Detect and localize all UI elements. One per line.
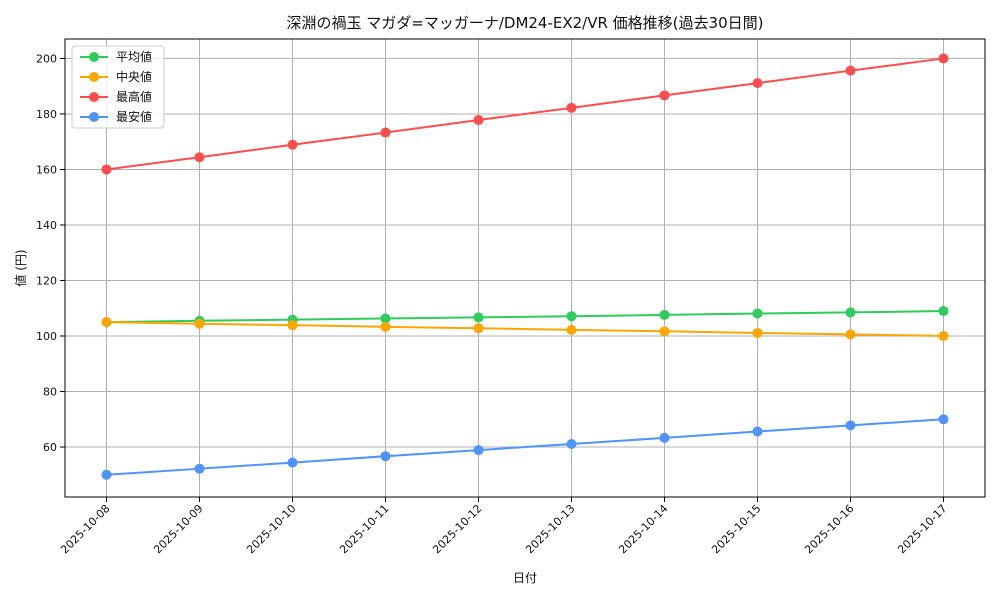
series-line <box>106 310 944 324</box>
data-point <box>752 327 763 338</box>
data-point <box>287 320 298 331</box>
data-point <box>101 317 112 328</box>
x-tick-label: 2025-10-15 <box>709 502 763 556</box>
data-point <box>101 164 112 175</box>
y-tick-label: 180 <box>36 108 57 121</box>
data-point <box>194 152 205 163</box>
data-point <box>752 308 763 319</box>
series-line <box>106 57 944 171</box>
legend-label: 平均値 <box>116 49 152 64</box>
data-point <box>380 451 391 462</box>
legend-swatch-marker <box>89 112 99 122</box>
x-tick-label: 2025-10-08 <box>58 502 112 556</box>
data-point <box>659 90 670 101</box>
legend-label: 中央値 <box>116 69 152 84</box>
legend-label: 最安値 <box>116 109 152 124</box>
data-point <box>752 78 763 89</box>
data-point <box>659 326 670 337</box>
data-point <box>566 438 577 449</box>
legend-box <box>71 45 165 129</box>
data-point <box>566 324 577 335</box>
x-tick-label: 2025-10-14 <box>616 502 670 556</box>
data-point <box>473 445 484 456</box>
y-axis-label: 値 (円) <box>13 249 28 286</box>
grid <box>65 39 985 497</box>
data-point <box>473 115 484 126</box>
data-point <box>845 65 856 76</box>
legend-item: 最安値 <box>80 109 152 124</box>
data-point <box>845 307 856 318</box>
data-point <box>194 463 205 474</box>
legend-item: 中央値 <box>80 69 152 84</box>
x-tick-label: 2025-10-10 <box>244 502 298 556</box>
legend-swatch-marker <box>89 92 99 102</box>
y-tick-label: 120 <box>36 274 57 287</box>
data-point <box>566 311 577 322</box>
data-point <box>287 139 298 150</box>
y-tick-label: 140 <box>36 219 57 232</box>
chart-title: 深淵の禍玉 マガダ=マッガーナ/DM24-EX2/VR 価格推移(過去30日間) <box>287 14 764 32</box>
data-point <box>380 313 391 324</box>
legend-item: 最高値 <box>80 89 152 104</box>
data-point <box>938 414 949 425</box>
series-中央値 <box>101 317 949 342</box>
legend-swatch-marker <box>89 52 99 62</box>
x-tick-label: 2025-10-17 <box>895 502 949 556</box>
legend-label: 最高値 <box>116 89 152 104</box>
series-line <box>106 321 944 338</box>
data-point <box>380 127 391 138</box>
series-最安値 <box>101 414 949 480</box>
data-point <box>659 432 670 443</box>
x-tick-label: 2025-10-09 <box>151 502 205 556</box>
data-point <box>938 306 949 317</box>
series-lines <box>101 53 949 480</box>
y-tick-label: 80 <box>43 386 57 399</box>
data-point <box>194 318 205 329</box>
series-line <box>106 418 944 476</box>
legend-swatch-marker <box>89 72 99 82</box>
x-axis-label: 日付 <box>513 571 537 585</box>
x-axis-ticks: 2025-10-08 2025-10-09 2025-10-10 2025-10-11… <box>58 497 950 556</box>
data-point <box>101 469 112 480</box>
data-point <box>845 420 856 431</box>
data-point <box>380 321 391 332</box>
x-tick-label: 2025-10-11 <box>337 502 391 556</box>
data-point <box>752 426 763 437</box>
data-point <box>473 312 484 323</box>
data-point <box>938 53 949 64</box>
x-tick-label: 2025-10-13 <box>523 502 577 556</box>
data-point <box>845 329 856 340</box>
data-point <box>938 331 949 342</box>
y-tick-label: 100 <box>36 330 57 343</box>
y-tick-label: 60 <box>43 441 57 454</box>
data-point <box>659 309 670 320</box>
data-point <box>287 457 298 468</box>
series-最高値 <box>101 53 949 175</box>
x-tick-label: 2025-10-12 <box>430 502 484 556</box>
y-tick-label: 160 <box>36 163 57 176</box>
legend-item: 平均値 <box>80 49 152 64</box>
y-tick-label: 200 <box>36 52 57 65</box>
y-axis-ticks: 60 80 100 120 140 160 180 200 <box>36 52 65 454</box>
plot-frame <box>64 38 986 498</box>
data-point <box>566 102 577 113</box>
data-point <box>473 323 484 334</box>
x-tick-label: 2025-10-16 <box>802 502 856 556</box>
